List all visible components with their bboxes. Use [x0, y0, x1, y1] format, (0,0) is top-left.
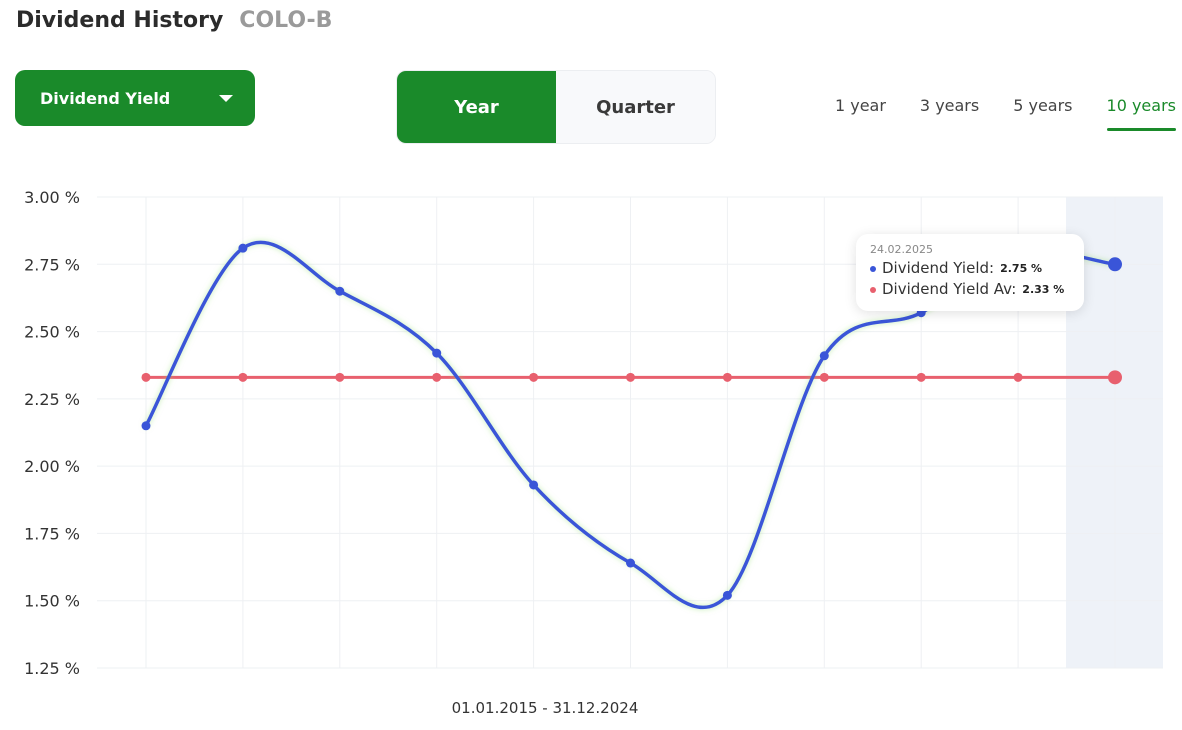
data-point-average[interactable]	[626, 372, 635, 382]
metric-dropdown[interactable]: Dividend Yield	[15, 70, 255, 126]
data-point-average[interactable]	[722, 372, 732, 382]
tooltip-average-label: Dividend Yield Av:	[882, 280, 1017, 298]
data-point-average[interactable]	[1108, 370, 1122, 385]
metric-dropdown-label: Dividend Yield	[40, 88, 171, 108]
period-10-years[interactable]: 10 years	[1106, 96, 1177, 131]
chart-tooltip: 24.02.2025 Dividend Yield: 2.75 % Divide…	[856, 234, 1084, 311]
data-point-dividend-yield[interactable]	[141, 421, 151, 431]
y-tick-label: 2.00 %	[24, 457, 80, 476]
data-point-average[interactable]	[819, 372, 829, 382]
tooltip-row-average: Dividend Yield Av: 2.33 %	[870, 279, 1070, 300]
period-3-years[interactable]: 3 years	[919, 96, 980, 115]
data-point-dividend-yield[interactable]	[238, 243, 248, 253]
y-tick-label: 2.25 %	[24, 390, 80, 409]
data-point-average[interactable]	[238, 372, 248, 382]
y-tick-label: 2.50 %	[24, 323, 80, 342]
tooltip-date: 24.02.2025	[870, 243, 933, 256]
grid-lines	[97, 196, 1163, 669]
data-point-dividend-yield[interactable]	[1108, 257, 1122, 272]
date-range-label: 01.01.2015 - 31.12.2024	[451, 699, 639, 717]
data-point-average[interactable]	[529, 372, 539, 382]
tooltip-average-value: 2.33 %	[1022, 283, 1065, 296]
data-point-average[interactable]	[432, 372, 442, 382]
tooltip-row-yield: Dividend Yield: 2.75 %	[870, 258, 1070, 279]
data-point-dividend-yield[interactable]	[722, 590, 732, 600]
y-tick-label: 1.25 %	[24, 659, 80, 678]
period-selector: 1 year 3 years 5 years 10 years	[834, 96, 1177, 131]
y-tick-label: 2.75 %	[24, 255, 80, 274]
data-point-dividend-yield[interactable]	[335, 286, 345, 296]
data-point-average[interactable]	[1013, 372, 1023, 382]
tab-quarter[interactable]: Quarter	[556, 71, 715, 143]
data-point-average[interactable]	[916, 372, 926, 382]
yield-dot-icon	[870, 265, 876, 272]
data-point-average[interactable]	[335, 372, 345, 382]
y-axis-ticks: 3.00 % 2.75 % 2.50 % 2.25 % 2.00 % 1.75 % 1.50…	[24, 188, 80, 678]
tooltip-yield-label: Dividend Yield:	[882, 259, 995, 277]
period-5-years[interactable]: 5 years	[1013, 96, 1073, 115]
data-point-dividend-yield[interactable]	[819, 351, 829, 361]
data-point-average[interactable]	[141, 372, 151, 382]
y-tick-label: 3.00 %	[24, 188, 80, 207]
period-1-year[interactable]: 1 year	[834, 96, 886, 115]
y-tick-label: 1.75 %	[24, 524, 80, 543]
average-dot-icon	[870, 286, 876, 293]
data-point-dividend-yield[interactable]	[529, 480, 539, 490]
page-title: Dividend History	[16, 8, 224, 33]
tooltip-yield-value: 2.75 %	[1000, 262, 1043, 275]
ticker-symbol: COLO-B	[239, 8, 333, 33]
data-point-dividend-yield[interactable]	[626, 558, 635, 568]
dividend-yield-chart: 3.00 % 2.75 % 2.50 % 2.25 % 2.00 % 1.75 % 1.50…	[24, 188, 1163, 678]
view-toggle: Year Quarter	[396, 70, 716, 144]
data-point-dividend-yield[interactable]	[432, 348, 442, 358]
y-tick-label: 1.50 %	[24, 592, 80, 611]
tab-year[interactable]: Year	[397, 71, 556, 143]
chevron-down-icon	[219, 94, 233, 102]
page-header: Dividend History COLO-B	[16, 8, 332, 33]
